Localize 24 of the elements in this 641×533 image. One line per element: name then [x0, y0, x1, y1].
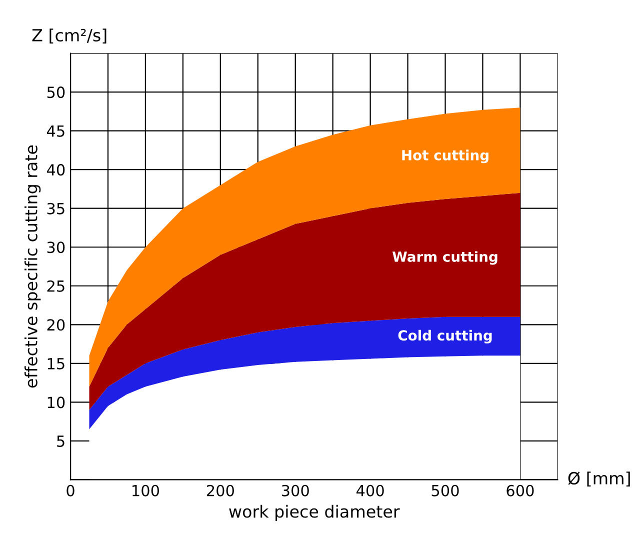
- x-tick-label: 400: [356, 484, 384, 496]
- x-axis-title: work piece diameter: [229, 504, 400, 522]
- y-tick-label: 30: [47, 242, 65, 254]
- series-label: Hot cutting: [402, 150, 488, 164]
- y-tick-label: 10: [48, 396, 65, 408]
- y-tick-label: 50: [47, 86, 65, 98]
- series-label: Warm cutting: [392, 251, 498, 265]
- text: Ø [mm]: [568, 472, 630, 486]
- y-tick-label: 15: [48, 358, 64, 370]
- x-tick-label: 0: [66, 484, 74, 496]
- y-axis-title: effective specific cutting rate: [24, 145, 41, 388]
- x-tick-label: 200: [206, 484, 234, 496]
- text: Z [cm²/s]: [32, 28, 106, 44]
- y-tick-label: 5: [57, 436, 64, 447]
- y-tick-label: 20: [47, 319, 65, 331]
- y-tick-label: 25: [47, 280, 64, 292]
- x-tick-label: 600: [506, 484, 534, 496]
- y-tick-label: 40: [46, 164, 65, 176]
- x-tick-label: 500: [432, 484, 459, 496]
- y-tick-label: 35: [47, 202, 64, 214]
- x-tick-label: 300: [282, 484, 309, 496]
- x-tick-label: 100: [132, 484, 160, 496]
- series-label: Cold cutting: [398, 330, 492, 344]
- y-tick-label: 45: [46, 125, 64, 137]
